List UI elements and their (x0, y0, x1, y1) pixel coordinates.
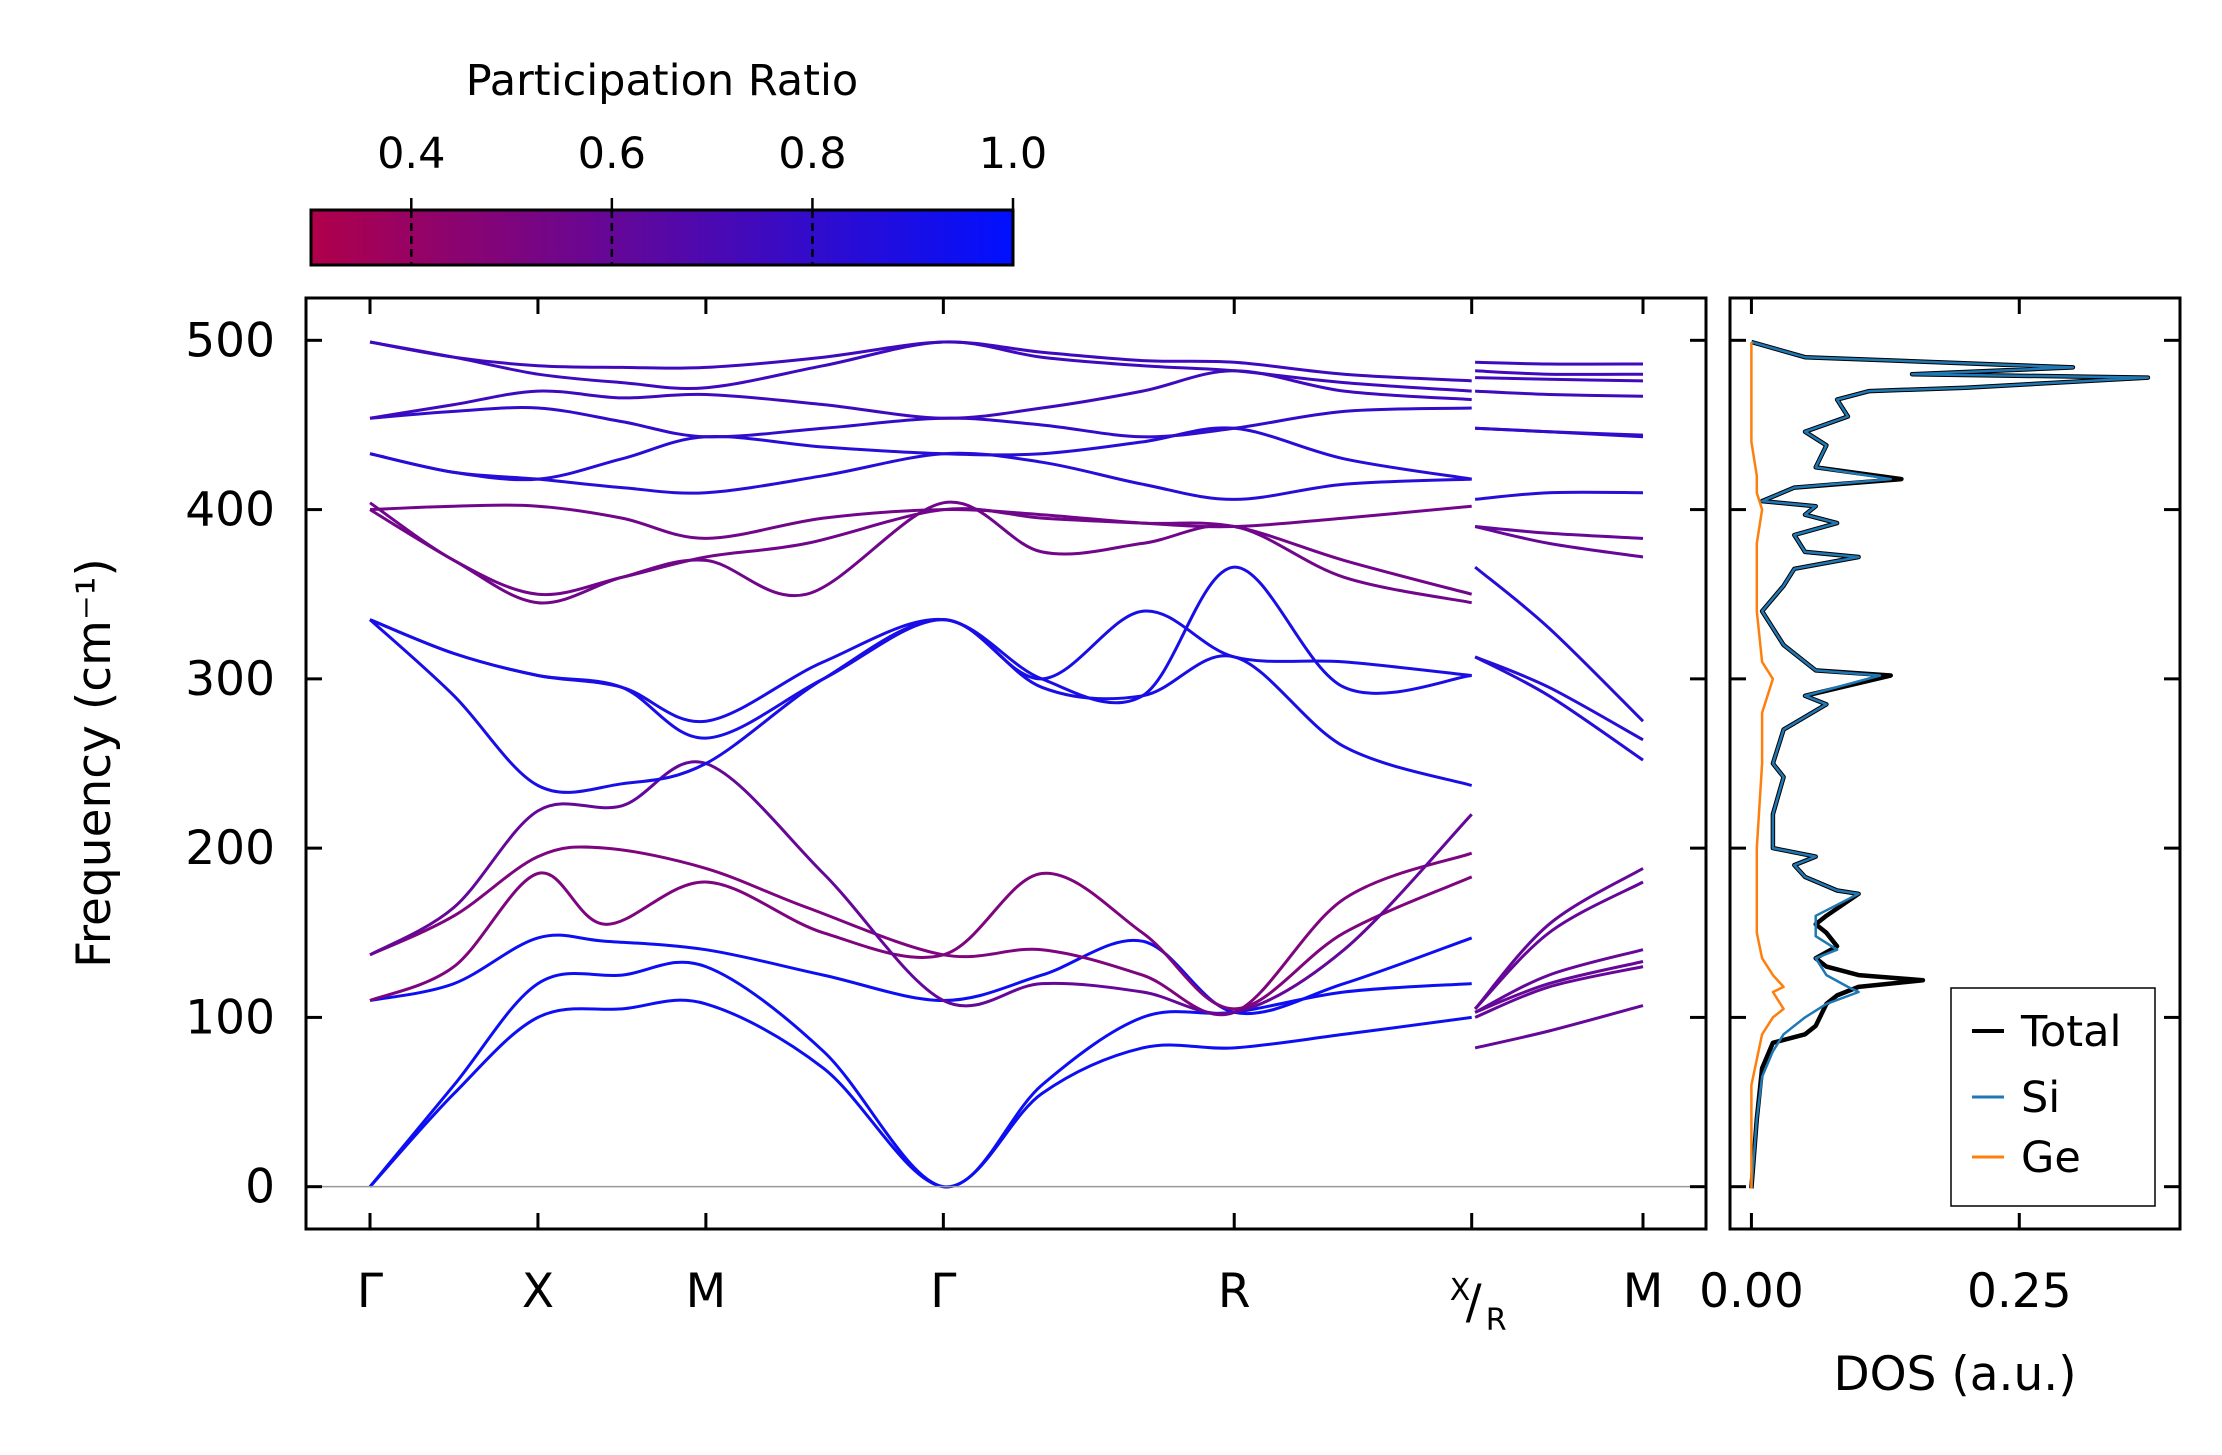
colorbar-tick-label: 1.0 (979, 129, 1047, 179)
phonon-band (369, 871, 1473, 1011)
phonon-band (368, 998, 1472, 1189)
colorbar-ticks: 0.4 0.6 0.8 1.0 (377, 129, 1047, 265)
k-label: R (1218, 1264, 1251, 1319)
colorbar-gradient (309, 208, 1015, 267)
y-tick-label: 300 (185, 652, 275, 707)
k-label-slash: / (1466, 1275, 1482, 1330)
phonon-band (1475, 389, 1644, 398)
phonon-band (369, 501, 1473, 597)
y-axis-label: Frequency (cm⁻¹) (67, 558, 122, 968)
colorbar-tick-label: 0.6 (578, 129, 646, 179)
phonon-band (369, 451, 1472, 501)
phonon-band (369, 760, 1473, 1016)
dos-axes: 0.00 0.25 (1699, 298, 2180, 1319)
y-tick-label: 100 (185, 990, 275, 1045)
band-axes-frame (304, 296, 1708, 1231)
y-tick-label: 500 (185, 313, 275, 368)
phonon-band (1473, 867, 1644, 1010)
phonon-band (369, 406, 1472, 439)
phonon-band (1475, 369, 1644, 376)
phonon-band (1475, 376, 1644, 383)
phonon-band (369, 426, 1472, 482)
legend-label-total: Total (2020, 1007, 2121, 1057)
k-label: Γ (357, 1264, 383, 1319)
k-label: M (1623, 1264, 1664, 1319)
phonon-band (369, 500, 1472, 605)
phonon-band (369, 565, 1472, 724)
colorbar-tick-label: 0.4 (377, 129, 445, 179)
colorbar-label: Participation Ratio (466, 56, 859, 106)
dos-x-axis-label: DOS (a.u.) (1833, 1347, 2076, 1402)
phonon-band (1474, 960, 1644, 1014)
phonon-band (1474, 655, 1644, 762)
phonon-band (369, 340, 1472, 383)
phonon-band (1475, 360, 1644, 366)
phonon-band (1474, 655, 1644, 742)
phonon-band (369, 933, 1473, 1016)
y-tick-label: 0 (245, 1160, 275, 1215)
phonon-band (1474, 525, 1644, 540)
colorbar: Participation Ratio 0.4 0.6 0.8 1.0 (309, 56, 1047, 267)
phonon-band (1474, 880, 1644, 1010)
dos-curve-ge (1750, 342, 1785, 1189)
k-label-sub: R (1486, 1303, 1507, 1338)
dos-legend: Total Si Ge (1950, 987, 2156, 1207)
legend-label-si: Si (2021, 1073, 2060, 1123)
k-label-sup: X (1450, 1273, 1471, 1308)
phonon-band (1474, 525, 1644, 559)
dos-x-tick-label: 0.00 (1699, 1264, 1804, 1319)
colorbar-tick-label: 0.8 (778, 129, 846, 179)
dos-curve-si (1750, 340, 2150, 1189)
phonon-band (1475, 426, 1644, 437)
dos-x-tick-label: 0.25 (1967, 1264, 2072, 1319)
dos-curves (1749, 339, 2151, 1189)
phonon-band (1474, 965, 1644, 1019)
bands (368, 340, 1645, 1189)
phonon-band (368, 960, 1472, 1189)
phonon-band (369, 340, 1472, 393)
y-tick-label: 400 (185, 483, 275, 538)
k-label: M (686, 1264, 727, 1319)
phonon-band (369, 845, 1473, 1017)
phonon-band (1474, 565, 1645, 723)
dos-panel: 0.00 0.25 DOS (a.u.) Total Si Ge (1699, 296, 2182, 1402)
phonon-band (368, 618, 1473, 794)
phonon-band (1474, 490, 1644, 501)
phonon-band (1474, 1004, 1644, 1050)
dos-axes-frame (1728, 296, 2182, 1231)
phonon-band (1474, 948, 1644, 1014)
legend-label-ge: Ge (2021, 1133, 2081, 1183)
k-label: X (522, 1264, 554, 1319)
y-tick-label: 200 (185, 821, 275, 876)
k-label: Γ (930, 1264, 956, 1319)
phonon-band (369, 503, 1472, 540)
